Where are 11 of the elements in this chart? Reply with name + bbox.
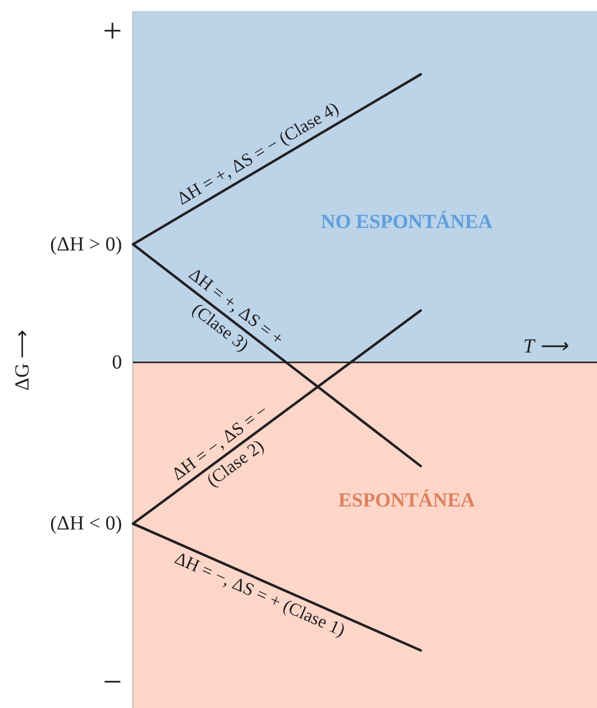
text: − (102, 664, 122, 701)
text: ΔH = +, ΔS = − (Clase 4) (174, 98, 342, 209)
band-label: ESPONTÁNEA (338, 488, 476, 512)
ref-line-label: 0 (112, 351, 122, 374)
text: ΔH = −, ΔS = + (Clase 1) (172, 548, 348, 640)
text: (ΔH > 0) (50, 233, 122, 256)
text: + (102, 13, 122, 50)
band-label: NO ESPONTÁNEA (320, 210, 494, 233)
y-axis-title: ΔG ⟶ (12, 329, 34, 391)
x-axis-title: T ⟶ (523, 335, 569, 358)
text: (ΔH < 0) (50, 512, 122, 535)
